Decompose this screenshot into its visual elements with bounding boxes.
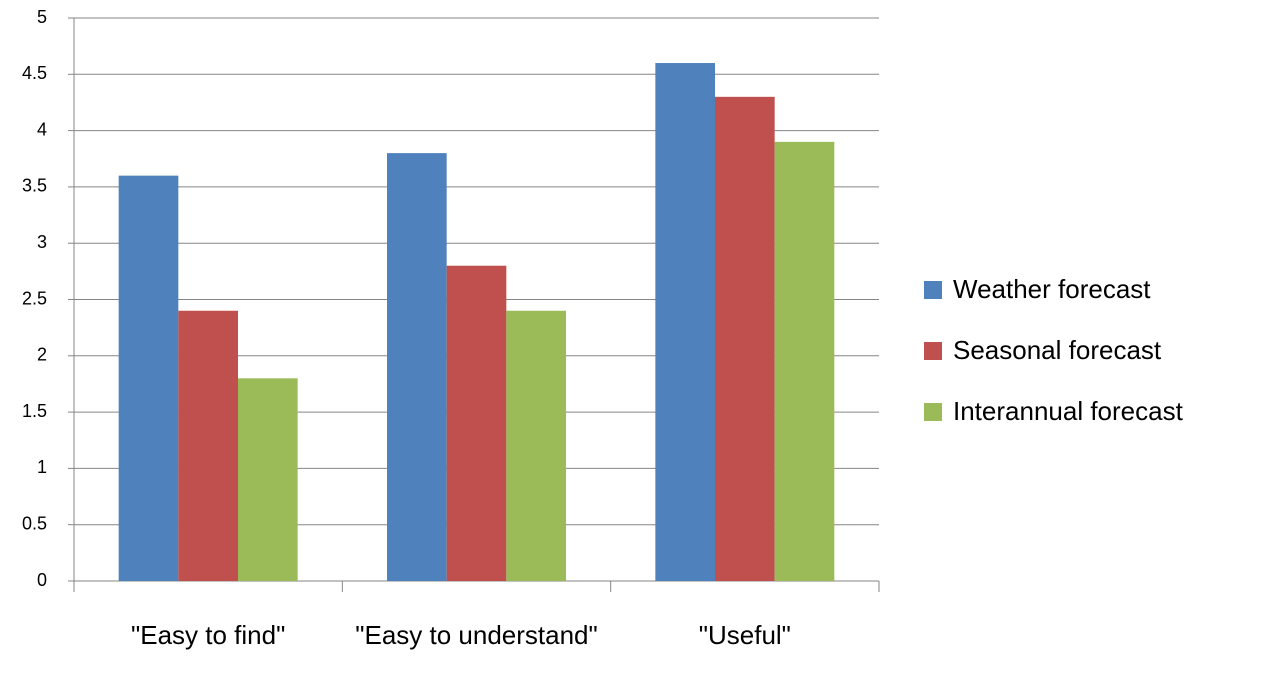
y-tick-label: 3 (37, 232, 47, 252)
bar (237, 378, 298, 581)
y-tick-label: 0 (37, 570, 47, 590)
bar (178, 310, 238, 581)
legend-swatch (924, 281, 942, 299)
y-tick-label: 0.5 (22, 513, 47, 533)
bar (387, 153, 447, 581)
legend-swatch (924, 403, 942, 421)
bar (506, 310, 566, 581)
legend-label: Seasonal forecast (953, 335, 1162, 365)
legend-label: Weather forecast (953, 274, 1151, 304)
bar (715, 96, 775, 581)
bar (774, 141, 835, 582)
y-tick-label: 1 (37, 457, 47, 477)
y-tick-label: 3.5 (22, 176, 47, 196)
x-tick-label: "Easy to find" (131, 620, 286, 650)
legend-label: Interannual forecast (953, 396, 1184, 426)
y-tick-label: 2.5 (22, 288, 47, 308)
y-tick-label: 4 (37, 119, 47, 139)
legend-swatch (924, 342, 942, 360)
x-tick-label: "Easy to understand" (355, 620, 598, 650)
bar (118, 175, 179, 581)
bar (446, 265, 507, 581)
y-tick-label: 4.5 (22, 63, 47, 83)
y-tick-label: 1.5 (22, 401, 47, 421)
y-tick-label: 5 (37, 7, 47, 27)
y-tick-label: 2 (37, 345, 47, 365)
bar (655, 63, 716, 582)
x-tick-label: "Useful" (698, 620, 791, 650)
